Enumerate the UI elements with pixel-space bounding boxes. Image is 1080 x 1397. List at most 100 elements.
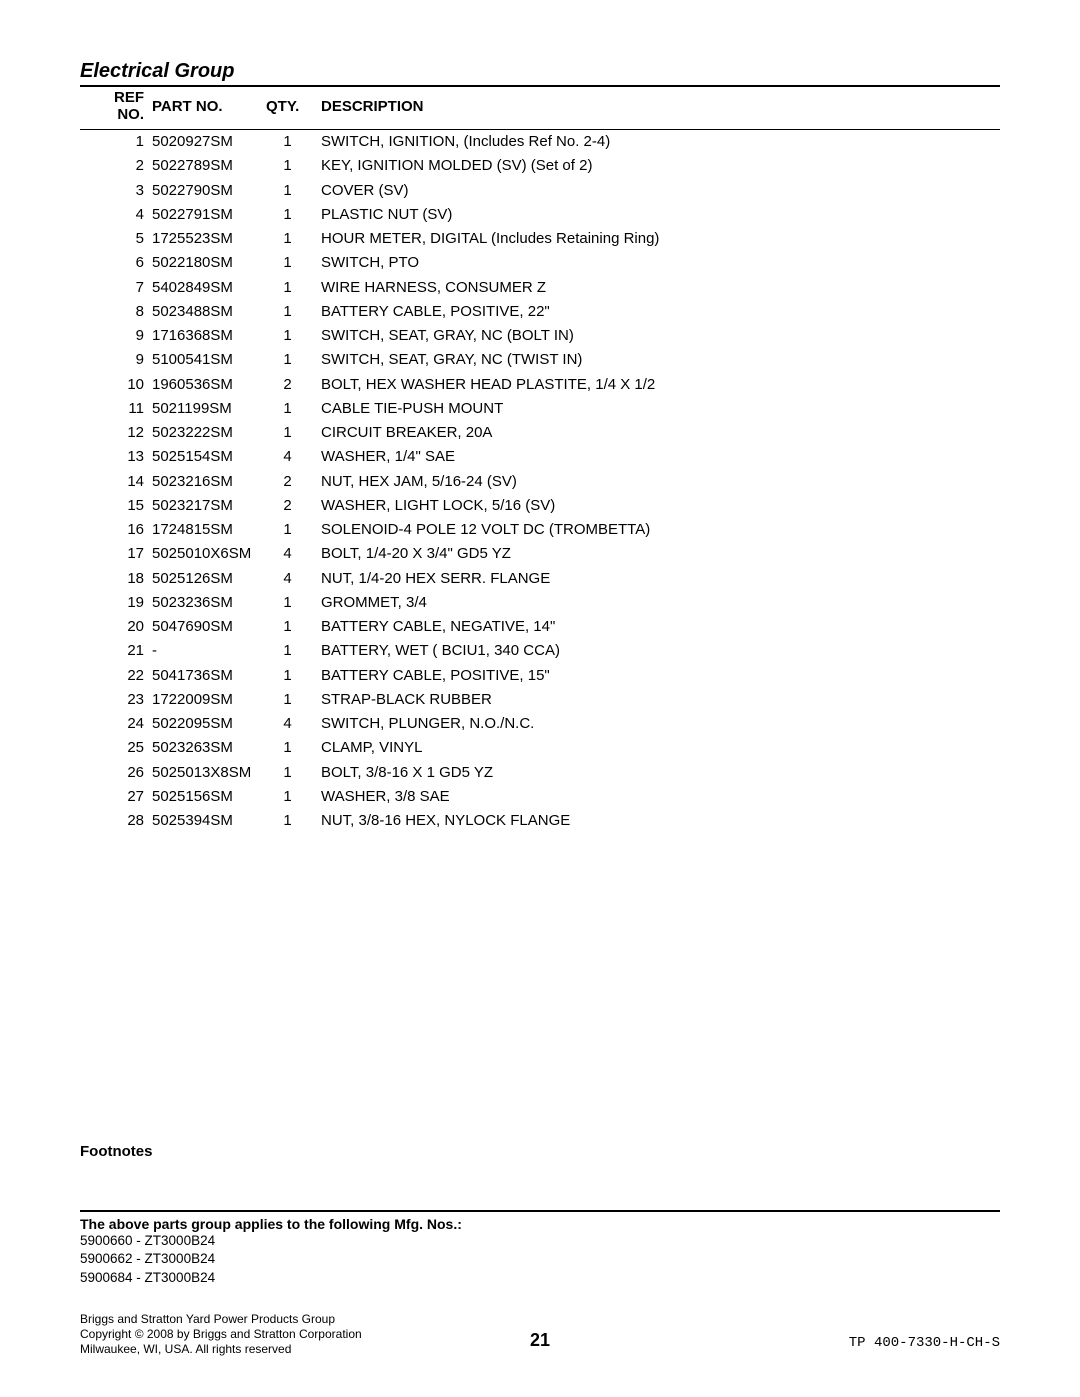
- cell-desc: BOLT, 3/8-16 X 1 GD5 YZ: [315, 761, 1000, 785]
- cell-desc: NUT, HEX JAM, 5/16-24 (SV): [315, 470, 1000, 494]
- cell-qty: 1: [260, 276, 315, 300]
- cell-part: 5021199SM: [150, 397, 260, 421]
- cell-qty: 1: [260, 785, 315, 809]
- cell-ref: 9: [80, 348, 150, 372]
- cell-part: 5022791SM: [150, 203, 260, 227]
- cell-desc: PLASTIC NUT (SV): [315, 203, 1000, 227]
- cell-qty: 1: [260, 154, 315, 178]
- cell-qty: 1: [260, 397, 315, 421]
- parts-table-head: REF NO. PART NO. QTY. DESCRIPTION: [80, 87, 1000, 130]
- cell-part: 5023216SM: [150, 470, 260, 494]
- cell-ref: 28: [80, 809, 150, 833]
- cell-qty: 1: [260, 761, 315, 785]
- cell-ref: 22: [80, 664, 150, 688]
- mfg-list: 5900660 - ZT3000B245900662 - ZT3000B2459…: [80, 1232, 1000, 1287]
- table-row: 161724815SM1SOLENOID-4 POLE 12 VOLT DC (…: [80, 518, 1000, 542]
- cell-qty: 1: [260, 324, 315, 348]
- cell-desc: SWITCH, IGNITION, (Includes Ref No. 2-4): [315, 130, 1000, 155]
- cell-desc: BOLT, 1/4-20 X 3/4" GD5 YZ: [315, 542, 1000, 566]
- cell-qty: 4: [260, 542, 315, 566]
- cell-ref: 4: [80, 203, 150, 227]
- cell-desc: CLAMP, VINYL: [315, 736, 1000, 760]
- cell-desc: COVER (SV): [315, 179, 1000, 203]
- table-row: 25022789SM1KEY, IGNITION MOLDED (SV) (Se…: [80, 154, 1000, 178]
- table-row: 231722009SM1STRAP-BLACK RUBBER: [80, 688, 1000, 712]
- footnotes-heading: Footnotes: [80, 1143, 1000, 1160]
- cell-desc: SWITCH, PLUNGER, N.O./N.C.: [315, 712, 1000, 736]
- table-row: 185025126SM4NUT, 1/4-20 HEX SERR. FLANGE: [80, 567, 1000, 591]
- cell-ref: 14: [80, 470, 150, 494]
- cell-desc: SWITCH, SEAT, GRAY, NC (TWIST IN): [315, 348, 1000, 372]
- cell-desc: CIRCUIT BREAKER, 20A: [315, 421, 1000, 445]
- cell-qty: 2: [260, 470, 315, 494]
- cell-desc: NUT, 1/4-20 HEX SERR. FLANGE: [315, 567, 1000, 591]
- cell-qty: 1: [260, 300, 315, 324]
- cell-ref: 5: [80, 227, 150, 251]
- section-title: Electrical Group: [80, 60, 1000, 83]
- cell-ref: 2: [80, 154, 150, 178]
- cell-part: 5100541SM: [150, 348, 260, 372]
- table-row: 91716368SM1SWITCH, SEAT, GRAY, NC (BOLT …: [80, 324, 1000, 348]
- cell-ref: 6: [80, 251, 150, 275]
- parts-table: REF NO. PART NO. QTY. DESCRIPTION 150209…: [80, 87, 1000, 833]
- table-row: 275025156SM1WASHER, 3/8 SAE: [80, 785, 1000, 809]
- cell-ref: 12: [80, 421, 150, 445]
- col-header-qty: QTY.: [260, 87, 315, 130]
- mfg-no-item: 5900662 - ZT3000B24: [80, 1250, 1000, 1268]
- cell-ref: 8: [80, 300, 150, 324]
- table-row: 285025394SM1NUT, 3/8-16 HEX, NYLOCK FLAN…: [80, 809, 1000, 833]
- table-row: 115021199SM1CABLE TIE-PUSH MOUNT: [80, 397, 1000, 421]
- table-row: 265025013X8SM1BOLT, 3/8-16 X 1 GD5 YZ: [80, 761, 1000, 785]
- table-row: 145023216SM2NUT, HEX JAM, 5/16-24 (SV): [80, 470, 1000, 494]
- cell-qty: 1: [260, 591, 315, 615]
- cell-qty: 4: [260, 445, 315, 469]
- cell-qty: 1: [260, 518, 315, 542]
- cell-desc: WASHER, LIGHT LOCK, 5/16 (SV): [315, 494, 1000, 518]
- cell-ref: 17: [80, 542, 150, 566]
- cell-desc: BATTERY CABLE, POSITIVE, 22": [315, 300, 1000, 324]
- footer-left-line1: Briggs and Stratton Yard Power Products …: [80, 1312, 362, 1327]
- cell-part: 5022095SM: [150, 712, 260, 736]
- cell-ref: 23: [80, 688, 150, 712]
- table-row: 51725523SM1HOUR METER, DIGITAL (Includes…: [80, 227, 1000, 251]
- cell-part: 5023263SM: [150, 736, 260, 760]
- cell-part: 1716368SM: [150, 324, 260, 348]
- cell-part: 5023217SM: [150, 494, 260, 518]
- table-row: 135025154SM4WASHER, 1/4" SAE: [80, 445, 1000, 469]
- col-header-ref: REF NO.: [80, 87, 150, 130]
- mfg-no-item: 5900660 - ZT3000B24: [80, 1232, 1000, 1250]
- cell-qty: 1: [260, 203, 315, 227]
- cell-part: 5022790SM: [150, 179, 260, 203]
- mfg-no-item: 5900684 - ZT3000B24: [80, 1269, 1000, 1287]
- cell-part: 5023488SM: [150, 300, 260, 324]
- cell-part: 5023236SM: [150, 591, 260, 615]
- cell-desc: NUT, 3/8-16 HEX, NYLOCK FLANGE: [315, 809, 1000, 833]
- table-row: 95100541SM1SWITCH, SEAT, GRAY, NC (TWIST…: [80, 348, 1000, 372]
- cell-desc: STRAP-BLACK RUBBER: [315, 688, 1000, 712]
- cell-part: 5041736SM: [150, 664, 260, 688]
- cell-desc: WIRE HARNESS, CONSUMER Z: [315, 276, 1000, 300]
- table-row: 45022791SM1PLASTIC NUT (SV): [80, 203, 1000, 227]
- cell-ref: 1: [80, 130, 150, 155]
- cell-ref: 24: [80, 712, 150, 736]
- table-row: 125023222SM1CIRCUIT BREAKER, 20A: [80, 421, 1000, 445]
- cell-desc: WASHER, 1/4" SAE: [315, 445, 1000, 469]
- cell-part: 5025010X6SM: [150, 542, 260, 566]
- cell-qty: 1: [260, 736, 315, 760]
- cell-ref: 26: [80, 761, 150, 785]
- table-row: 21-1BATTERY, WET ( BCIU1, 340 CCA): [80, 639, 1000, 663]
- cell-part: 5022789SM: [150, 154, 260, 178]
- table-row: 225041736SM1BATTERY CABLE, POSITIVE, 15": [80, 664, 1000, 688]
- cell-part: 1725523SM: [150, 227, 260, 251]
- cell-qty: 4: [260, 567, 315, 591]
- cell-ref: 7: [80, 276, 150, 300]
- table-row: 255023263SM1CLAMP, VINYL: [80, 736, 1000, 760]
- cell-part: 1722009SM: [150, 688, 260, 712]
- cell-desc: BATTERY, WET ( BCIU1, 340 CCA): [315, 639, 1000, 663]
- cell-desc: BATTERY CABLE, POSITIVE, 15": [315, 664, 1000, 688]
- cell-qty: 1: [260, 688, 315, 712]
- cell-part: 5025126SM: [150, 567, 260, 591]
- cell-ref: 3: [80, 179, 150, 203]
- table-row: 175025010X6SM4BOLT, 1/4-20 X 3/4" GD5 YZ: [80, 542, 1000, 566]
- applies-heading: The above parts group applies to the fol…: [80, 1210, 1000, 1232]
